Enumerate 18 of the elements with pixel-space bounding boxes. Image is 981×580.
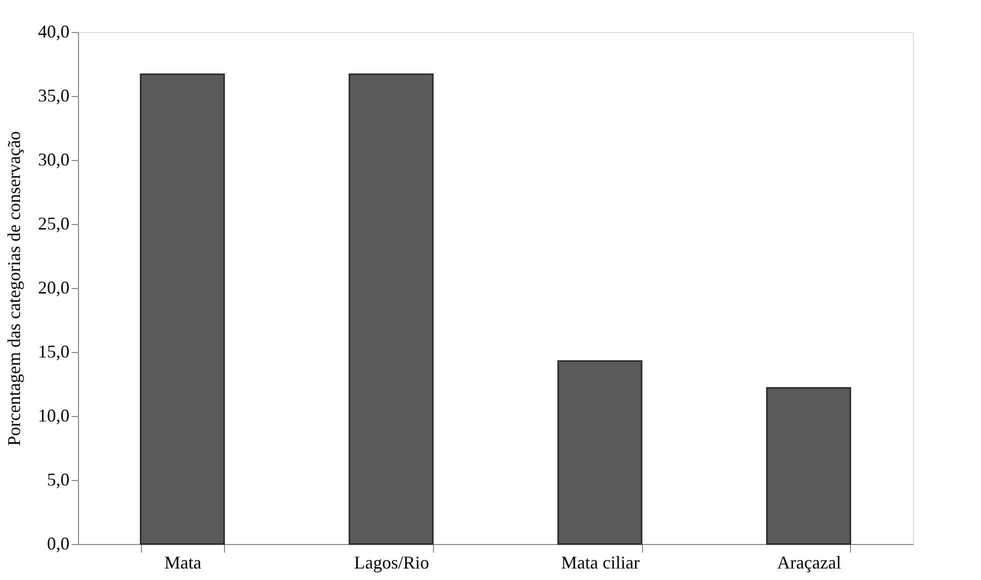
y-tick-label: 15,0 — [38, 342, 70, 362]
bar — [140, 73, 225, 545]
y-tick-label: 10,0 — [38, 406, 70, 426]
bar — [557, 360, 642, 545]
x-tick-label: Lagos/Rio — [354, 552, 430, 572]
bar — [766, 387, 852, 545]
x-tick-label: Mata ciliar — [561, 552, 640, 572]
y-axis-title: Porcentagem das categorias de conservação — [4, 131, 24, 446]
bar — [348, 73, 434, 545]
y-tick-label: 25,0 — [38, 214, 70, 234]
y-tick-label: 20,0 — [38, 278, 70, 298]
x-tick-label: Araçazal — [777, 552, 842, 572]
y-tick-label: 30,0 — [38, 150, 70, 170]
y-tick-label: 35,0 — [38, 86, 70, 106]
y-tick-label: 0,0 — [47, 534, 70, 554]
y-tick-label: 5,0 — [47, 470, 70, 490]
x-tick-label: Mata — [164, 552, 202, 572]
y-tick-label: 40,0 — [38, 22, 70, 42]
